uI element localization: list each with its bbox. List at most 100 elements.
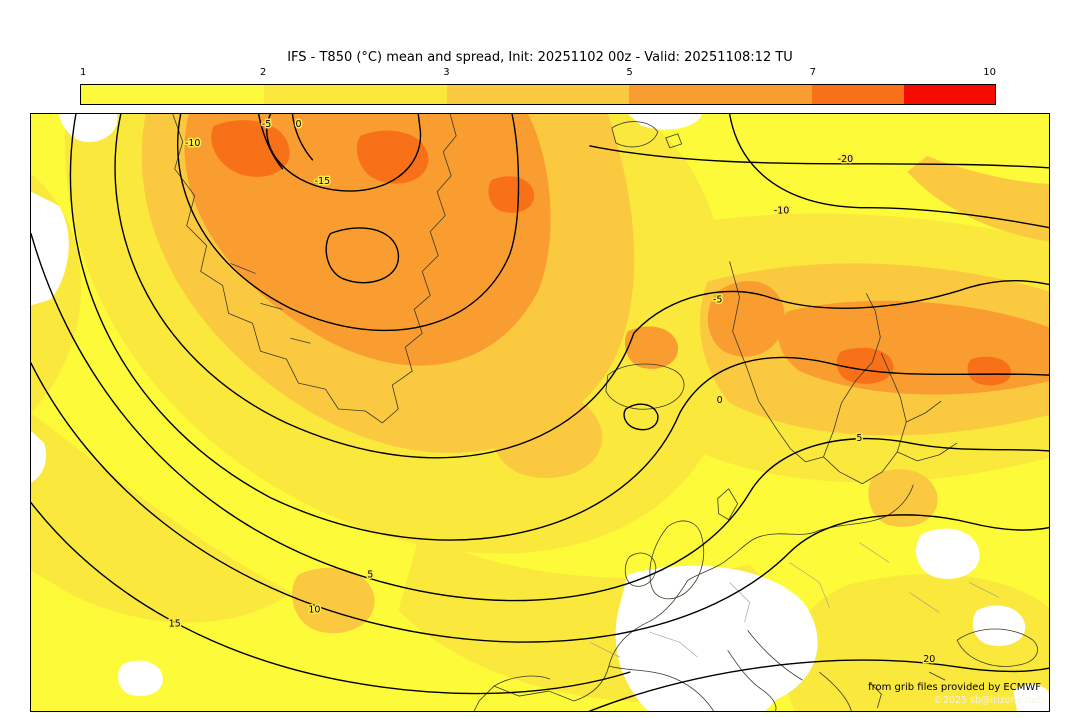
spread-region-3 (292, 567, 375, 634)
mean-contour (728, 114, 1049, 229)
mean-contour (266, 114, 422, 192)
mean-contour (589, 145, 1049, 169)
colorbar-tick: 3 (443, 67, 450, 78)
gulf-coastline (906, 400, 942, 423)
spread-region-below1 (627, 114, 702, 130)
france-iberia-coastline (473, 580, 689, 711)
colorbar-tick: 5 (626, 67, 633, 78)
colorbar-segment-3-5 (446, 85, 630, 104)
svalbard-islet-coastline (665, 133, 683, 149)
finland-coastline (897, 442, 958, 462)
colorbar-tick: 2 (260, 67, 267, 78)
country-border (789, 562, 830, 608)
mean-contour (177, 114, 520, 332)
mean-contour (31, 232, 1049, 602)
mean-contour (589, 659, 1049, 711)
contour-label: -15 (315, 176, 330, 187)
spread-region-below1 (31, 430, 47, 483)
map-area: -20 -15 -10 -5 0 -10 -5 0 5 5 10 15 20 f… (30, 113, 1050, 712)
credits: from grib files provided by ECMWF ©2025 … (868, 682, 1041, 706)
spread-region-below1 (1013, 684, 1049, 711)
mean-contour (69, 114, 1049, 541)
spread-region-7 (488, 176, 535, 213)
spread-fill-layer (31, 114, 1049, 711)
greenland-coastline (172, 114, 457, 424)
contour-label: 15 (169, 618, 181, 629)
mean-contour-loop (623, 403, 659, 431)
contour-label: 0 (717, 395, 723, 406)
colorbar-segment-5-7 (629, 85, 813, 104)
spread-region-5 (184, 114, 551, 366)
weather-map-svg: -20 -15 -10 -5 0 -10 -5 0 5 5 10 15 20 (31, 114, 1049, 711)
mean-contour (114, 114, 1049, 459)
country-border (589, 641, 620, 658)
country-border (649, 631, 698, 658)
country-border (859, 542, 890, 563)
inland-border-layer (589, 542, 1000, 658)
spread-region-below1 (31, 191, 69, 306)
spread-region-below1 (915, 528, 980, 579)
contour-label: -20 (838, 154, 853, 165)
norway-coastline (729, 261, 881, 463)
colorbar-segment-1-2 (81, 85, 264, 104)
denmark-coastline (717, 488, 739, 521)
contour-label: -10 (774, 206, 789, 217)
fjord-coastline (290, 337, 311, 344)
colorbar-tick: 10 (983, 67, 996, 78)
spread-region-3 (907, 155, 1049, 242)
credit-copyright: ©2025 sb@irizone.net (933, 695, 1041, 706)
contour-label: 0 (295, 119, 301, 130)
mean-contour (31, 362, 1049, 643)
contour-label: 5 (856, 433, 862, 444)
contour-label: 20 (923, 654, 935, 665)
colorbar-segment-7-10 (812, 85, 904, 104)
spread-region-3 (490, 391, 603, 479)
mean-contour (31, 502, 631, 695)
spread-region-7 (356, 130, 429, 184)
spread-region-3 (868, 469, 938, 527)
spread-region-5 (624, 326, 679, 369)
spread-region-below1 (972, 605, 1026, 646)
spain-north-coastline (493, 675, 551, 687)
ireland-coastline (624, 552, 657, 587)
fjord-coastline (230, 263, 256, 274)
contour-label: 10 (308, 604, 320, 615)
colorbar-ticks: 1 2 3 5 7 10 (80, 67, 996, 81)
spread-region-7 (836, 347, 894, 384)
greece-coastline (869, 681, 882, 709)
spread-region-5 (707, 281, 785, 357)
colorbar-segment-10+ (903, 85, 995, 104)
contour-label-layer: -20 -15 -10 -5 0 -10 -5 0 5 5 10 15 20 (167, 117, 937, 666)
spread-region-below1 (615, 565, 818, 711)
country-border (729, 582, 750, 623)
country-border (969, 582, 1000, 598)
chart-title: IFS - T850 (°C) mean and spread, Init: 2… (287, 50, 793, 65)
iceland-coastline (605, 363, 685, 410)
bosphorus-coastline (929, 671, 946, 681)
mean-contour (291, 114, 314, 161)
mediterranean-coastline (608, 665, 714, 711)
contour-label: -5 (262, 119, 271, 130)
mean-contour (257, 114, 284, 170)
britain-coastline (649, 520, 705, 600)
italy-coastline (727, 649, 777, 711)
adriatic-coastline (747, 630, 803, 681)
baltic-se-coastline (887, 484, 914, 516)
contour-label: -10 (185, 138, 200, 149)
balkan-coastline (819, 671, 852, 711)
colorbar-segment-2-3 (263, 85, 447, 104)
country-border (909, 592, 940, 613)
coastline-layer (172, 114, 1038, 711)
contour-label: 5 (367, 569, 373, 580)
contour-layer (31, 114, 1049, 711)
colorbar-tick: 1 (80, 67, 87, 78)
contour-label: -5 (713, 294, 722, 305)
north-sea-coastline (687, 515, 888, 581)
fjord-coastline (260, 302, 283, 310)
colorbar-bar (80, 84, 996, 105)
spread-region-below1 (58, 114, 118, 143)
svalbard-coastline (611, 121, 659, 148)
spread-region-7 (211, 120, 290, 177)
spread-region-7 (967, 356, 1012, 386)
